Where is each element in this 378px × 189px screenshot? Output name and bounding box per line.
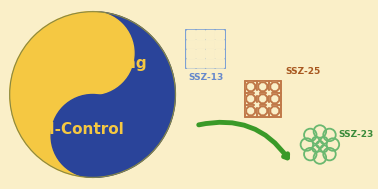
Text: SSZ-23: SSZ-23 — [339, 130, 374, 139]
FancyBboxPatch shape — [196, 40, 205, 49]
Text: pH-Control: pH-Control — [31, 122, 124, 137]
Circle shape — [10, 12, 175, 177]
Circle shape — [323, 129, 336, 141]
Polygon shape — [255, 103, 258, 106]
Polygon shape — [267, 91, 270, 94]
Circle shape — [304, 148, 316, 160]
Polygon shape — [270, 106, 279, 115]
Circle shape — [321, 145, 327, 152]
FancyBboxPatch shape — [215, 30, 224, 39]
Polygon shape — [246, 94, 255, 103]
Polygon shape — [258, 82, 267, 91]
FancyBboxPatch shape — [206, 40, 215, 49]
FancyBboxPatch shape — [206, 59, 215, 68]
FancyBboxPatch shape — [206, 50, 215, 58]
Polygon shape — [270, 94, 279, 103]
Polygon shape — [258, 94, 267, 103]
Circle shape — [314, 151, 326, 164]
Circle shape — [51, 94, 134, 177]
Circle shape — [321, 137, 327, 144]
Circle shape — [312, 137, 319, 144]
FancyBboxPatch shape — [215, 50, 224, 58]
FancyBboxPatch shape — [187, 59, 196, 68]
Circle shape — [327, 138, 339, 151]
Polygon shape — [267, 103, 270, 106]
FancyBboxPatch shape — [206, 30, 215, 39]
Polygon shape — [270, 82, 279, 91]
Polygon shape — [93, 12, 175, 177]
Circle shape — [51, 12, 134, 94]
Circle shape — [323, 148, 336, 160]
Polygon shape — [258, 106, 267, 115]
Polygon shape — [246, 106, 255, 115]
Circle shape — [304, 129, 316, 141]
FancyBboxPatch shape — [187, 30, 196, 39]
Polygon shape — [246, 82, 255, 91]
Polygon shape — [255, 91, 258, 94]
FancyBboxPatch shape — [196, 30, 205, 39]
Circle shape — [314, 125, 326, 138]
Circle shape — [316, 141, 323, 148]
Text: Pre-Aging: Pre-Aging — [63, 56, 147, 70]
Circle shape — [301, 138, 313, 151]
FancyBboxPatch shape — [187, 40, 196, 49]
FancyBboxPatch shape — [187, 50, 196, 58]
FancyBboxPatch shape — [196, 50, 205, 58]
FancyBboxPatch shape — [215, 59, 224, 68]
Circle shape — [312, 145, 319, 152]
FancyBboxPatch shape — [215, 40, 224, 49]
Text: SSZ-25: SSZ-25 — [285, 67, 321, 76]
FancyArrowPatch shape — [199, 122, 288, 158]
Text: SSZ-13: SSZ-13 — [188, 73, 223, 82]
FancyBboxPatch shape — [196, 59, 205, 68]
